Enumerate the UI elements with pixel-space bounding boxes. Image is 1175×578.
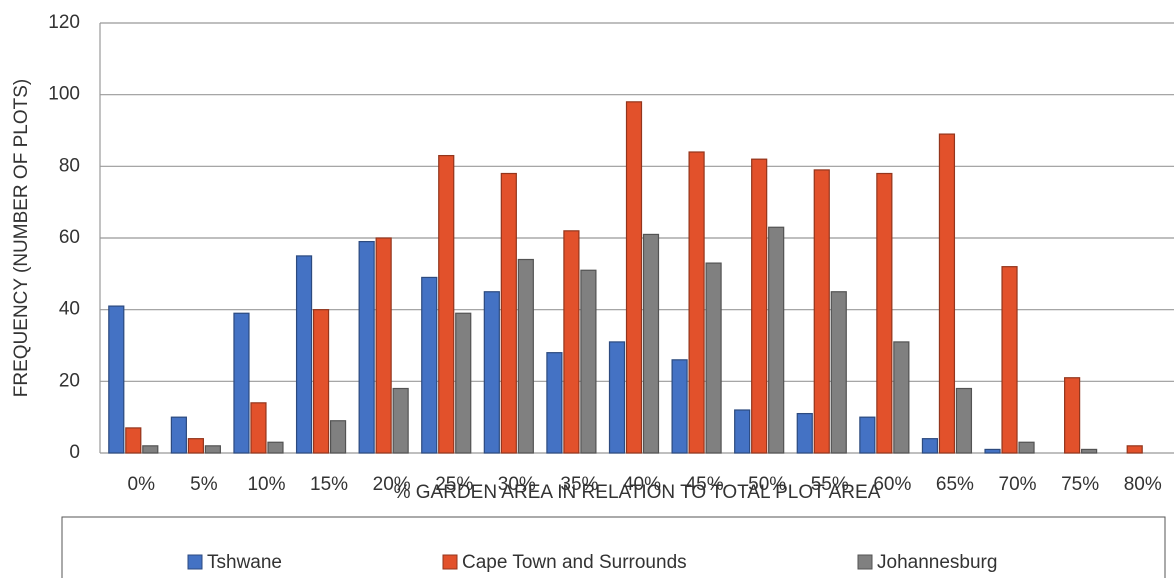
bar [734,409,751,454]
y-axis-title: FREQUENCY (NUMBER OF PLOTS) [11,79,32,397]
bar [329,420,347,454]
x-tick-label: 25% [435,474,473,495]
bar [500,172,517,454]
x-tick-label: 50% [748,474,786,495]
bar [312,309,330,454]
x-tick-label: 40% [623,474,661,495]
bar [938,133,956,454]
bar [1064,377,1081,454]
bar [1081,448,1098,454]
bar [455,312,472,454]
y-tick-label: 0 [69,442,80,463]
bar [921,438,939,454]
x-tick-label: 0% [128,474,156,495]
bar [204,445,221,454]
y-tick-label: 120 [48,12,80,33]
legend-label: Johannesburg [877,552,997,573]
x-tick-label: 20% [373,474,411,495]
bar [1126,445,1143,454]
bar [893,341,910,454]
x-tick-label: 35% [560,474,598,495]
bar [642,233,660,454]
bar [859,416,876,454]
bar [625,101,643,454]
x-tick-label: 60% [873,474,911,495]
bar [876,172,893,454]
bar [546,352,563,454]
bar [1018,441,1035,454]
legend-label: Tshwane [207,552,282,573]
x-tick-label: 65% [936,474,974,495]
bar [671,359,688,454]
bar [125,427,142,454]
legend-box [61,516,1166,578]
legend-swatch [857,554,873,570]
x-tick-label: 55% [811,474,849,495]
bar [608,341,626,454]
x-tick-label: 80% [1124,474,1162,495]
x-tick-label: 45% [686,474,724,495]
bar [170,416,187,454]
bar [813,169,830,454]
bar [108,305,125,454]
bar [358,240,375,454]
bar [233,312,250,454]
x-tick-label: 75% [1061,474,1099,495]
x-tick-label: 30% [498,474,536,495]
bar [563,230,580,454]
bar [483,291,500,454]
bar [768,226,785,454]
bar [421,276,438,454]
bar [187,438,204,454]
bar [751,158,768,454]
bar [1001,266,1018,454]
bar [955,387,973,454]
bar [580,269,597,454]
y-tick-label: 40 [59,299,80,320]
bar [688,151,705,454]
legend-swatch [187,554,203,570]
legend-swatch [442,554,458,570]
x-tick-label: 70% [999,474,1037,495]
bar [705,262,722,454]
bar [796,412,813,454]
y-tick-label: 20 [59,370,80,391]
bar [517,258,534,454]
x-tick-label: 15% [310,474,348,495]
y-tick-label: 80 [59,155,80,176]
y-tick-label: 60 [59,227,80,248]
legend-label: Cape Town and Surrounds [462,552,687,573]
bar [438,154,455,454]
x-tick-label: 10% [247,474,285,495]
bar [142,445,159,454]
y-tick-label: 100 [48,84,80,105]
bar [392,387,409,454]
bar [295,255,313,454]
bar [267,441,284,454]
x-tick-label: 5% [190,474,218,495]
bar [375,237,392,454]
bar [250,402,267,454]
x-axis-title: % GARDEN AREA IN RELATION TO TOTAL PLOT … [394,482,881,503]
bar [830,291,847,454]
bar [984,448,1001,454]
